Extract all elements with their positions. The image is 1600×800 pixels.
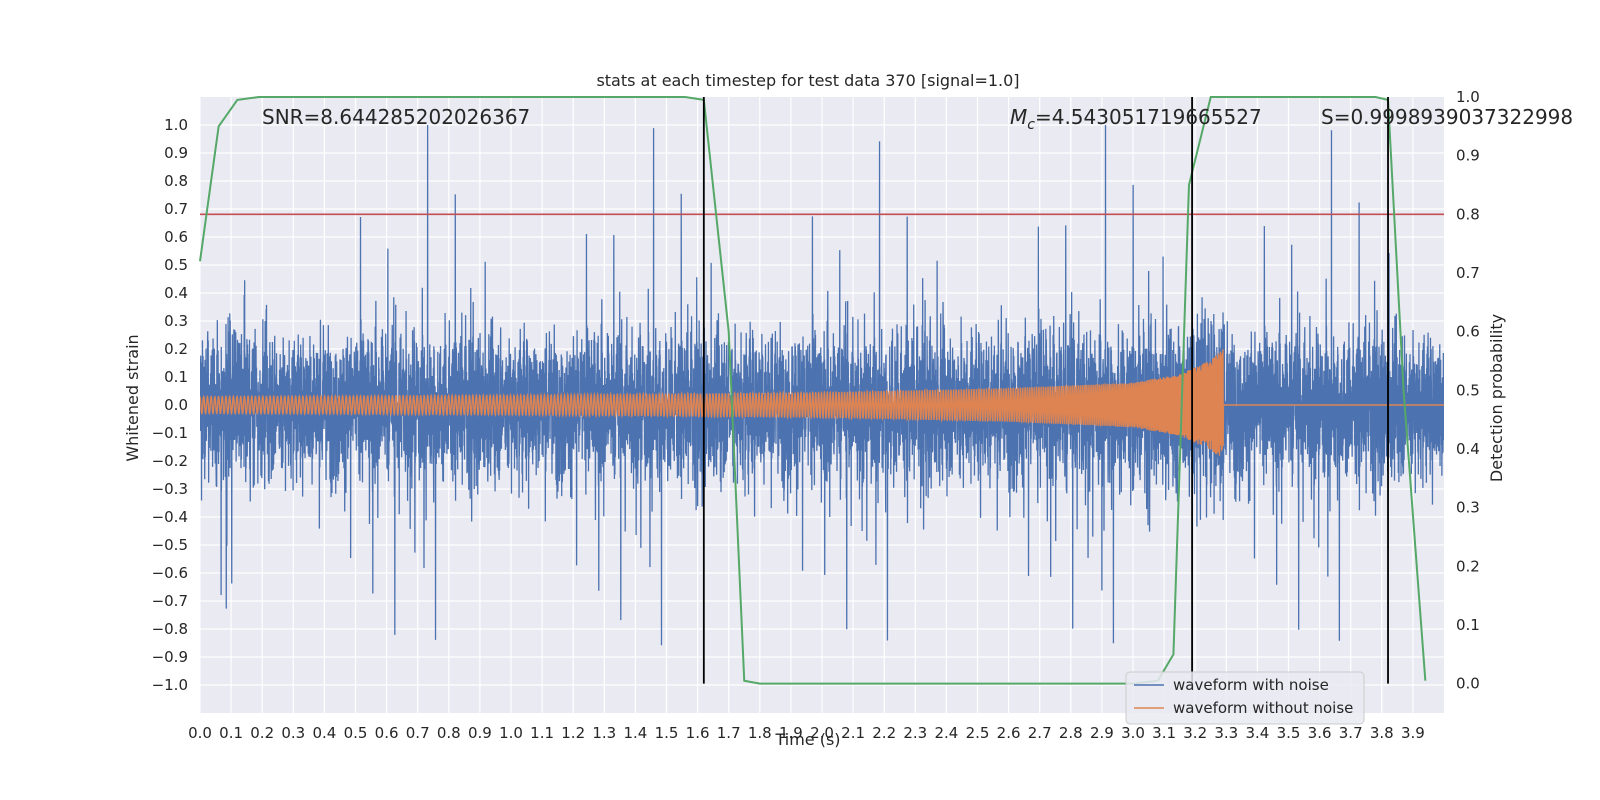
x-tick-label: 1.2: [561, 724, 585, 742]
legend: waveform with noise waveform without noi…: [1125, 671, 1365, 725]
y-tick-label: −0.5: [152, 536, 188, 554]
clean-waveform-line: [200, 349, 1444, 456]
y2-tick-label: 0.2: [1456, 557, 1480, 575]
y2-tick-label: 0.7: [1456, 264, 1480, 282]
probability-series: [199, 96, 1427, 685]
x-tick-label: 2.6: [997, 724, 1021, 742]
y-tick-label: −0.7: [152, 592, 188, 610]
probability-line: [199, 96, 1427, 685]
y-axis-label: Whitened strain: [123, 334, 142, 461]
x-tick-label: 1.5: [655, 724, 679, 742]
x-tick-label: 2.0: [810, 724, 834, 742]
legend-box: [1125, 671, 1365, 725]
y-tick-label: 0.2: [164, 340, 188, 358]
y-tick-label: −0.2: [152, 452, 188, 470]
y-tick-label: −0.9: [152, 648, 188, 666]
x-tick-label: 1.7: [717, 724, 741, 742]
y-tick-label: 0.5: [164, 256, 188, 274]
x-tick-label: 3.1: [1152, 724, 1176, 742]
x-axis-label: Time (s): [774, 730, 840, 749]
chart-title: stats at each timestep for test data 370…: [596, 71, 1019, 90]
x-tick-label: 1.1: [530, 724, 554, 742]
y2-axis-ticks: 1.0 0.9 0.8 0.7 0.6 0.5 0.4 0.3 0.2 0.1 0.0: [1456, 88, 1480, 693]
x-tick-label: 0.6: [375, 724, 399, 742]
y-tick-label: 0.4: [164, 284, 188, 302]
x-axis-ticks: 0.0 0.1 0.2 0.3 0.4 0.5 0.6 0.7 0.8 0.9 1.0 1.1 1.2 1…: [188, 724, 1425, 742]
x-tick-label: 0.3: [281, 724, 305, 742]
y2-tick-label: 1.0: [1456, 88, 1480, 106]
y-tick-label: −0.1: [152, 424, 188, 442]
x-tick-label: 0.8: [437, 724, 461, 742]
y2-tick-label: 0.4: [1456, 440, 1480, 458]
x-tick-label: 0.5: [344, 724, 368, 742]
y-tick-label: 0.3: [164, 312, 188, 330]
y2-tick-label: 0.0: [1456, 675, 1480, 693]
chirp-mass-symbol: M: [1010, 105, 1027, 129]
x-tick-label: 0.4: [312, 724, 336, 742]
y-tick-label: 0.6: [164, 228, 188, 246]
y2-tick-label: 0.8: [1456, 205, 1480, 223]
y-tick-label: 0.7: [164, 200, 188, 218]
x-tick-label: 3.8: [1370, 724, 1394, 742]
x-tick-label: 0.0: [188, 724, 212, 742]
y2-axis-label: Detection probability: [1487, 314, 1506, 482]
y2-tick-label: 0.5: [1456, 381, 1480, 399]
x-tick-label: 0.7: [406, 724, 430, 742]
x-tick-label: 1.3: [592, 724, 616, 742]
x-tick-label: 1.4: [623, 724, 647, 742]
chirp-mass-subscript: c: [1027, 117, 1035, 133]
x-tick-label: 2.7: [1028, 724, 1052, 742]
x-tick-label: 3.2: [1183, 724, 1207, 742]
x-tick-label: 2.1: [841, 724, 865, 742]
y-tick-label: −0.4: [152, 508, 188, 526]
x-tick-label: 3.3: [1214, 724, 1238, 742]
snr-annotation: SNR=8.644285202026367: [262, 105, 530, 129]
y-tick-label: 0.1: [164, 368, 188, 386]
y2-tick-label: 0.1: [1456, 616, 1480, 634]
x-tick-label: 3.9: [1401, 724, 1425, 742]
y-tick-label: −0.6: [152, 564, 188, 582]
x-tick-label: 3.4: [1245, 724, 1269, 742]
x-tick-label: 1.9: [779, 724, 803, 742]
x-tick-label: 2.5: [966, 724, 990, 742]
x-tick-label: 1.0: [499, 724, 523, 742]
x-tick-label: 3.6: [1308, 724, 1332, 742]
y2-tick-label: 0.6: [1456, 323, 1480, 341]
y-tick-label: 0.0: [164, 396, 188, 414]
y-tick-label: −0.3: [152, 480, 188, 498]
y-tick-label: −0.8: [152, 620, 188, 638]
x-tick-label: 3.7: [1339, 724, 1363, 742]
s-annotation: S=0.9998939037322998: [1321, 105, 1573, 129]
x-tick-label: 2.8: [1059, 724, 1083, 742]
x-tick-label: 2.2: [872, 724, 896, 742]
y-tick-label: 0.8: [164, 172, 188, 190]
chirp-mass-value: =4.543051719665527: [1035, 105, 1262, 129]
x-tick-label: 0.9: [468, 724, 492, 742]
x-tick-label: 3.0: [1121, 724, 1145, 742]
chirp-series: [200, 349, 1444, 456]
vertical-markers: [702, 97, 1389, 684]
y-tick-label: 0.9: [164, 144, 188, 162]
y-tick-label: −1.0: [152, 676, 188, 694]
chirp-mass-annotation: Mc=4.543051719665527: [1010, 105, 1262, 133]
x-tick-label: 1.8: [748, 724, 772, 742]
y-tick-label: 1.0: [164, 116, 188, 134]
y2-tick-label: 0.9: [1456, 147, 1480, 165]
x-tick-label: 2.3: [903, 724, 927, 742]
legend-label-clean: waveform without noise: [1173, 699, 1353, 717]
x-tick-label: 0.2: [250, 724, 274, 742]
x-tick-label: 2.4: [934, 724, 958, 742]
x-tick-label: 2.9: [1090, 724, 1114, 742]
legend-label-noise: waveform with noise: [1173, 676, 1329, 694]
x-tick-label: 1.6: [686, 724, 710, 742]
x-tick-label: 3.5: [1277, 724, 1301, 742]
y-axis-ticks: 1.0 0.9 0.8 0.7 0.6 0.5 0.4 0.3 0.2 0.1 0.0 −0.1 −0.…: [152, 116, 188, 694]
y2-tick-label: 0.3: [1456, 499, 1480, 517]
x-tick-label: 0.1: [219, 724, 243, 742]
